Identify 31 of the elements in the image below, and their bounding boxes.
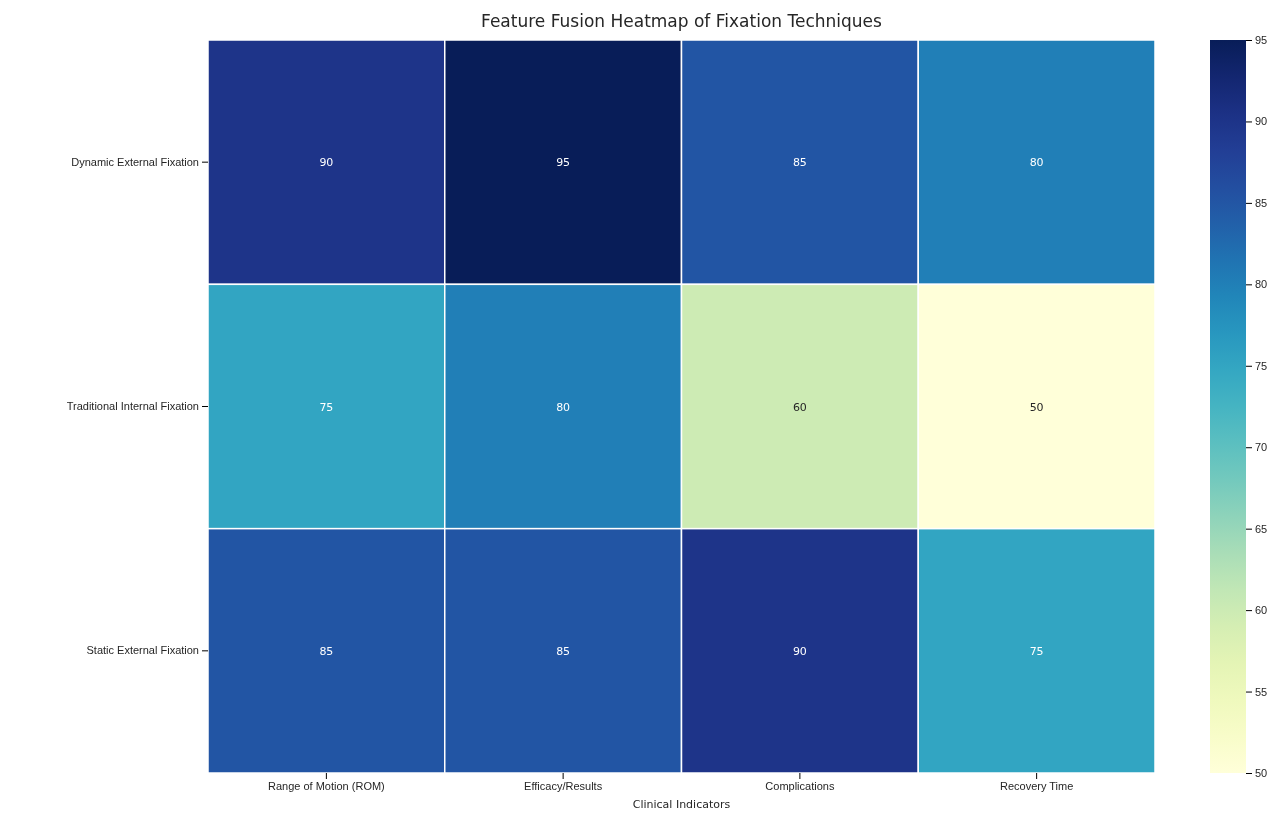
x-tick-label: Complications xyxy=(765,779,835,792)
x-tick-label: Range of Motion (ROM) xyxy=(267,779,385,792)
y-tick-label: Static External Fixation xyxy=(86,644,199,657)
color-bar-label: 55 xyxy=(1255,685,1268,698)
data-label: 60 xyxy=(792,400,807,414)
data-label: 75 xyxy=(319,400,334,414)
data-label: 90 xyxy=(319,156,334,170)
x-axis-title: Clinical Indicators xyxy=(632,798,731,811)
color-bar-label: 95 xyxy=(1255,34,1268,47)
color-bar-label: 65 xyxy=(1255,522,1268,535)
data-label: 90 xyxy=(792,644,807,658)
color-bar-label: 50 xyxy=(1255,767,1268,780)
x-tick-label: Efficacy/Results xyxy=(524,779,603,792)
data-label: 95 xyxy=(556,156,571,170)
data-label: 75 xyxy=(1029,644,1044,658)
color-bar-label: 75 xyxy=(1255,359,1268,372)
data-label: 80 xyxy=(556,400,571,414)
color-bar-label: 80 xyxy=(1255,278,1268,291)
y-tick-label: Dynamic External Fixation xyxy=(71,155,199,168)
data-label: 85 xyxy=(319,644,334,658)
color-bar-label: 70 xyxy=(1255,441,1268,454)
x-tick-label: Recovery Time xyxy=(999,779,1074,792)
data-label: 50 xyxy=(1029,400,1044,414)
chart-title: Feature Fusion Heatmap of Fixation Techniques xyxy=(481,11,883,31)
color-bar-label: 90 xyxy=(1255,115,1268,128)
data-label: 85 xyxy=(556,644,571,658)
color-bar-label: 60 xyxy=(1255,604,1268,617)
y-tick-label: Traditional Internal Fixation xyxy=(66,400,199,413)
color-bar-label: 85 xyxy=(1255,196,1268,209)
data-label: 80 xyxy=(1029,156,1044,170)
data-label: 85 xyxy=(792,156,807,170)
